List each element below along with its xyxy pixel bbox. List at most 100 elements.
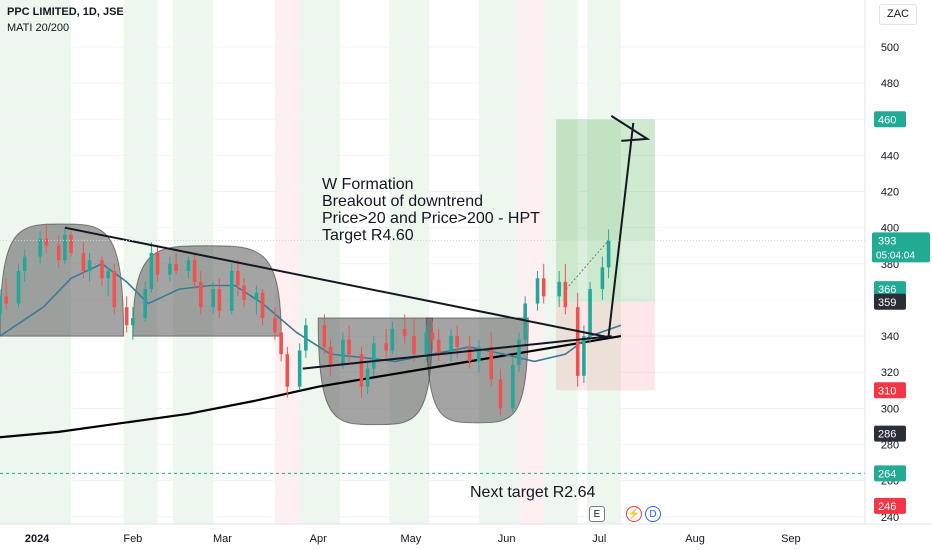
candle-body-30 (260, 292, 265, 319)
price-tick-320: 320 (881, 367, 899, 379)
candle-body-5 (44, 238, 49, 246)
candle-body-42 (372, 343, 376, 369)
support-line (302, 335, 612, 370)
drawn-trendlines[interactable] (0, 115, 865, 474)
candle-body-15 (131, 318, 135, 326)
candle-body-52 (467, 346, 472, 362)
price-label-2: 366 (878, 284, 896, 296)
candle-body-9 (81, 252, 86, 272)
candle-body-12 (106, 271, 110, 279)
price-label-6: 264 (878, 468, 896, 480)
price-label-4: 310 (878, 385, 896, 397)
candle-body-21 (186, 260, 191, 272)
candle-body-48 (430, 332, 435, 340)
time-axis[interactable]: 2024 Feb Mar Apr May Jun Jul Aug Sep (0, 523, 932, 545)
candle-body-37 (328, 346, 333, 365)
candle-body-31 (273, 318, 277, 333)
band-7 (519, 0, 544, 524)
symbol-title[interactable]: PPC LIMITED, 1D, JSE (7, 6, 124, 18)
candle-body-18 (155, 252, 160, 275)
annotation-line-1: W Formation (322, 176, 414, 193)
earnings-event-icon[interactable]: E (589, 506, 605, 522)
price-label-0: 460 (878, 114, 896, 126)
price-tick-240: 240 (881, 512, 899, 524)
candle-body-61 (557, 281, 561, 297)
price-tick-500: 500 (881, 42, 899, 54)
candle-body-40 (359, 354, 364, 387)
candle-body-27 (236, 271, 240, 286)
dividend-event-icon[interactable]: ⚡ (626, 506, 642, 522)
candle-body-16 (143, 289, 147, 319)
projection-arrow-head (610, 115, 651, 142)
price-label-1: 393 (878, 235, 896, 247)
candle-body-47 (424, 332, 429, 355)
annotation-line-2: Breakout of downtrend (322, 193, 483, 210)
dividend-d-event-icon[interactable]: D (645, 506, 661, 522)
candle-body-64 (582, 336, 586, 376)
loss-zone (556, 301, 655, 391)
time-tick-aug: Aug (685, 533, 705, 545)
price-label-3: 359 (878, 297, 896, 309)
grid-lines (0, 46, 865, 518)
pattern-shape-1 (132, 245, 282, 337)
candle-body-3 (22, 256, 27, 272)
w-pattern-shapes[interactable] (0, 223, 529, 426)
price-label-bg-5 (874, 425, 906, 442)
candle-body-62 (563, 281, 568, 308)
candle-body-57 (517, 339, 521, 365)
ma200-line (0, 334, 622, 439)
price-tick-440: 440 (881, 150, 899, 162)
candle-body-23 (199, 281, 203, 308)
price-axis[interactable]: 2402602803003203403603804004204404604805… (864, 0, 930, 524)
candle-body-26 (229, 271, 234, 311)
indicator-legend[interactable]: MATI 20/200 (7, 22, 70, 34)
candle-body-60 (541, 278, 546, 297)
highlight-bands (0, 0, 621, 524)
candle-body-11 (100, 260, 104, 279)
target-remaining-zone (556, 119, 655, 241)
band-6 (478, 0, 519, 524)
candle-body-65 (588, 289, 592, 337)
candlesticks (0, 224, 611, 416)
candle-body-4 (38, 238, 42, 257)
band-4 (299, 0, 340, 524)
candle-body-0 (0, 296, 2, 315)
time-tick-mar: Mar (213, 533, 232, 545)
candle-body-17 (149, 252, 154, 290)
annotation-line-4: Target R4.60 (322, 227, 414, 244)
candle-body-25 (217, 289, 222, 311)
candle-body-59 (535, 278, 540, 304)
candle-body-39 (347, 339, 351, 355)
candle-body-58 (523, 303, 527, 340)
downtrend-line (64, 226, 612, 339)
candle-body-32 (279, 332, 283, 355)
currency-button[interactable]: ZAC (879, 4, 917, 25)
candle-body-34 (297, 350, 302, 387)
ma20-line (0, 262, 622, 363)
price-tick-340: 340 (881, 331, 899, 343)
candle-body-2 (16, 271, 21, 304)
time-tick-jun: Jun (498, 533, 516, 545)
price-label-5: 286 (878, 429, 896, 441)
projection-arrow-shaft (607, 122, 635, 337)
candle-body-44 (390, 328, 395, 351)
candle-body-19 (168, 263, 172, 275)
candle-body-43 (384, 343, 388, 351)
candle-body-41 (365, 368, 370, 387)
candle-body-7 (63, 234, 67, 261)
candle-body-35 (304, 325, 308, 351)
candle-body-55 (498, 379, 503, 409)
countdown-label: 05:04:04 (876, 250, 915, 261)
candle-body-33 (285, 354, 290, 387)
candle-body-29 (254, 292, 259, 300)
candle-body-10 (87, 260, 92, 272)
band-8 (543, 0, 578, 524)
time-tick-feb: Feb (123, 533, 142, 545)
candle-body-8 (69, 234, 73, 253)
price-label-bg-0 (874, 111, 906, 128)
profit-zone (556, 119, 655, 302)
candle-body-49 (436, 339, 441, 355)
candle-body-56 (511, 364, 515, 409)
